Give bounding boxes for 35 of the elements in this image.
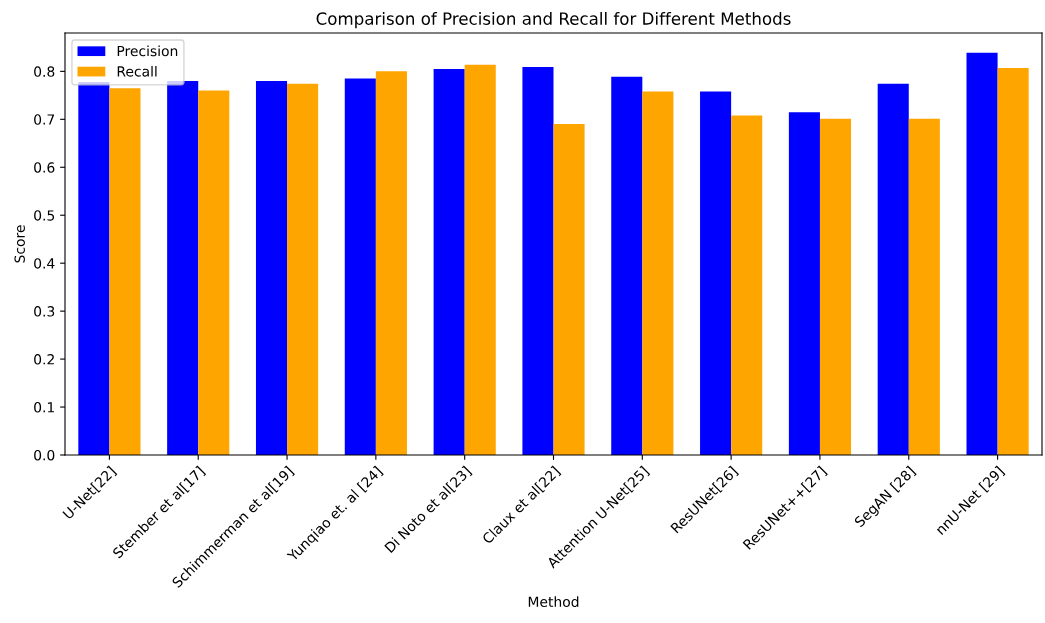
x-axis-title: Method xyxy=(528,596,579,608)
y-tick-label: 0.8 xyxy=(34,66,55,77)
bar xyxy=(877,83,909,455)
bar xyxy=(344,78,376,455)
bar xyxy=(819,118,852,455)
bar xyxy=(167,80,199,455)
bar xyxy=(464,64,496,455)
bar xyxy=(611,76,643,455)
y-tick-label: 0.2 xyxy=(34,354,54,365)
bar xyxy=(553,124,585,455)
y-tick-label: 0.7 xyxy=(34,114,55,125)
y-tick-label: 0.4 xyxy=(34,258,55,269)
y-tick-label: 0.3 xyxy=(34,306,55,317)
bar xyxy=(908,118,940,455)
bar xyxy=(788,112,820,455)
y-axis-title: Score xyxy=(14,225,25,263)
bar xyxy=(966,52,998,455)
bar xyxy=(198,90,230,455)
y-tick-label: 0.5 xyxy=(34,210,55,221)
y-tick-label: 0.1 xyxy=(34,402,54,413)
legend-label: Precision xyxy=(117,45,178,57)
bar xyxy=(700,91,732,455)
y-tick-label: 0.6 xyxy=(34,162,55,173)
bar xyxy=(433,68,465,455)
chart-title: Comparison of Precision and Recall for Different Methods xyxy=(316,12,791,29)
bar xyxy=(522,67,554,455)
bar xyxy=(255,80,288,455)
bar xyxy=(109,88,141,455)
bar xyxy=(997,68,1029,455)
bar xyxy=(642,91,674,455)
bar xyxy=(731,115,763,455)
legend-label: Recall xyxy=(117,65,157,77)
y-tick-label: 0.0 xyxy=(34,449,55,461)
bar xyxy=(287,83,319,455)
bar xyxy=(375,71,407,455)
